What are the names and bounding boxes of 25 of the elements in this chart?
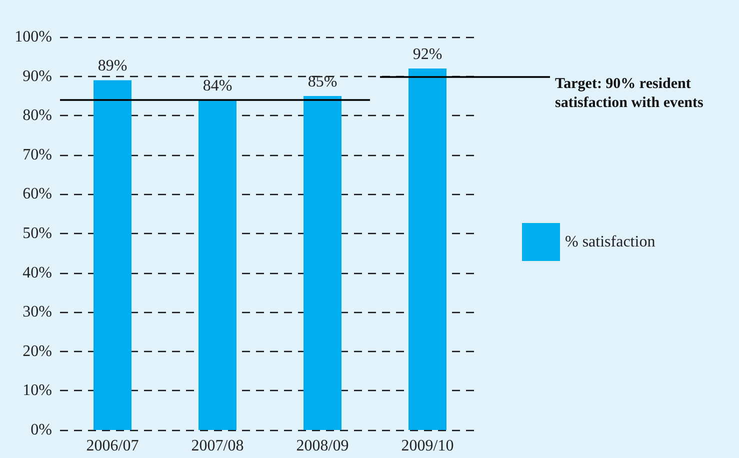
data-label: 85% [308, 73, 338, 90]
x-tick-label: 2006/07 [86, 438, 139, 454]
data-label: 92% [412, 46, 442, 63]
x-tick-label: 2007/08 [191, 438, 244, 454]
bar [408, 68, 446, 430]
y-tick-label: 60% [22, 186, 52, 203]
y-tick-label: 10% [22, 382, 52, 400]
y-tick-label: 50% [22, 225, 52, 242]
bar [198, 100, 236, 430]
y-tick-label: 0% [30, 422, 52, 438]
y-tick-label: 20% [22, 342, 52, 360]
x-tick-label: 2009/10 [401, 438, 454, 454]
y-tick-label: 30% [22, 304, 52, 321]
y-tick-label: 40% [22, 264, 52, 282]
legend-label: % satisfaction [565, 234, 656, 250]
x-tick-label: 2008/09 [296, 438, 349, 454]
y-tick-label: 80% [22, 107, 52, 124]
bar [94, 80, 132, 430]
bar [304, 96, 342, 430]
y-tick-label: 70% [22, 146, 52, 164]
y-tick-label: 90% [22, 68, 52, 85]
data-label: 84% [202, 77, 232, 94]
ref-line-label: Target: 90% resident satisfaction with events [555, 76, 704, 111]
data-label: 89% [98, 58, 128, 75]
y-tick-label: 100% [14, 28, 52, 46]
